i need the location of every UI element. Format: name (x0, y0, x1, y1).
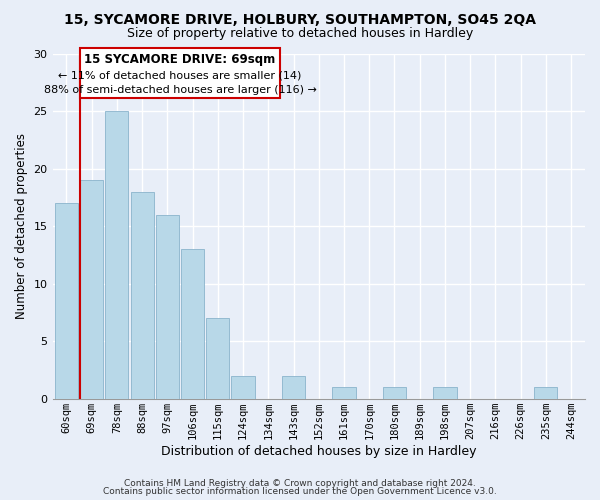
Text: 15 SYCAMORE DRIVE: 69sqm: 15 SYCAMORE DRIVE: 69sqm (85, 53, 275, 66)
Bar (105, 112, 128, 399)
Text: Contains public sector information licensed under the Open Government Licence v3: Contains public sector information licen… (103, 487, 497, 496)
Bar (232, 376, 254, 398)
Bar (156, 215, 179, 398)
Bar (131, 192, 154, 398)
Text: ← 11% of detached houses are smaller (14): ← 11% of detached houses are smaller (14… (58, 71, 302, 81)
Text: Size of property relative to detached houses in Hardley: Size of property relative to detached ho… (127, 28, 473, 40)
Bar (206, 318, 229, 398)
X-axis label: Distribution of detached houses by size in Hardley: Distribution of detached houses by size … (161, 444, 476, 458)
Bar (55, 204, 78, 398)
Bar (383, 387, 406, 398)
Text: 15, SYCAMORE DRIVE, HOLBURY, SOUTHAMPTON, SO45 2QA: 15, SYCAMORE DRIVE, HOLBURY, SOUTHAMPTON… (64, 12, 536, 26)
Y-axis label: Number of detached properties: Number of detached properties (15, 134, 28, 320)
Bar (332, 387, 356, 398)
Bar (282, 376, 305, 398)
Bar (80, 180, 103, 398)
FancyBboxPatch shape (80, 48, 280, 98)
Text: Contains HM Land Registry data © Crown copyright and database right 2024.: Contains HM Land Registry data © Crown c… (124, 478, 476, 488)
Bar (181, 250, 204, 398)
Text: 88% of semi-detached houses are larger (116) →: 88% of semi-detached houses are larger (… (44, 84, 316, 94)
Bar (534, 387, 557, 398)
Bar (433, 387, 457, 398)
